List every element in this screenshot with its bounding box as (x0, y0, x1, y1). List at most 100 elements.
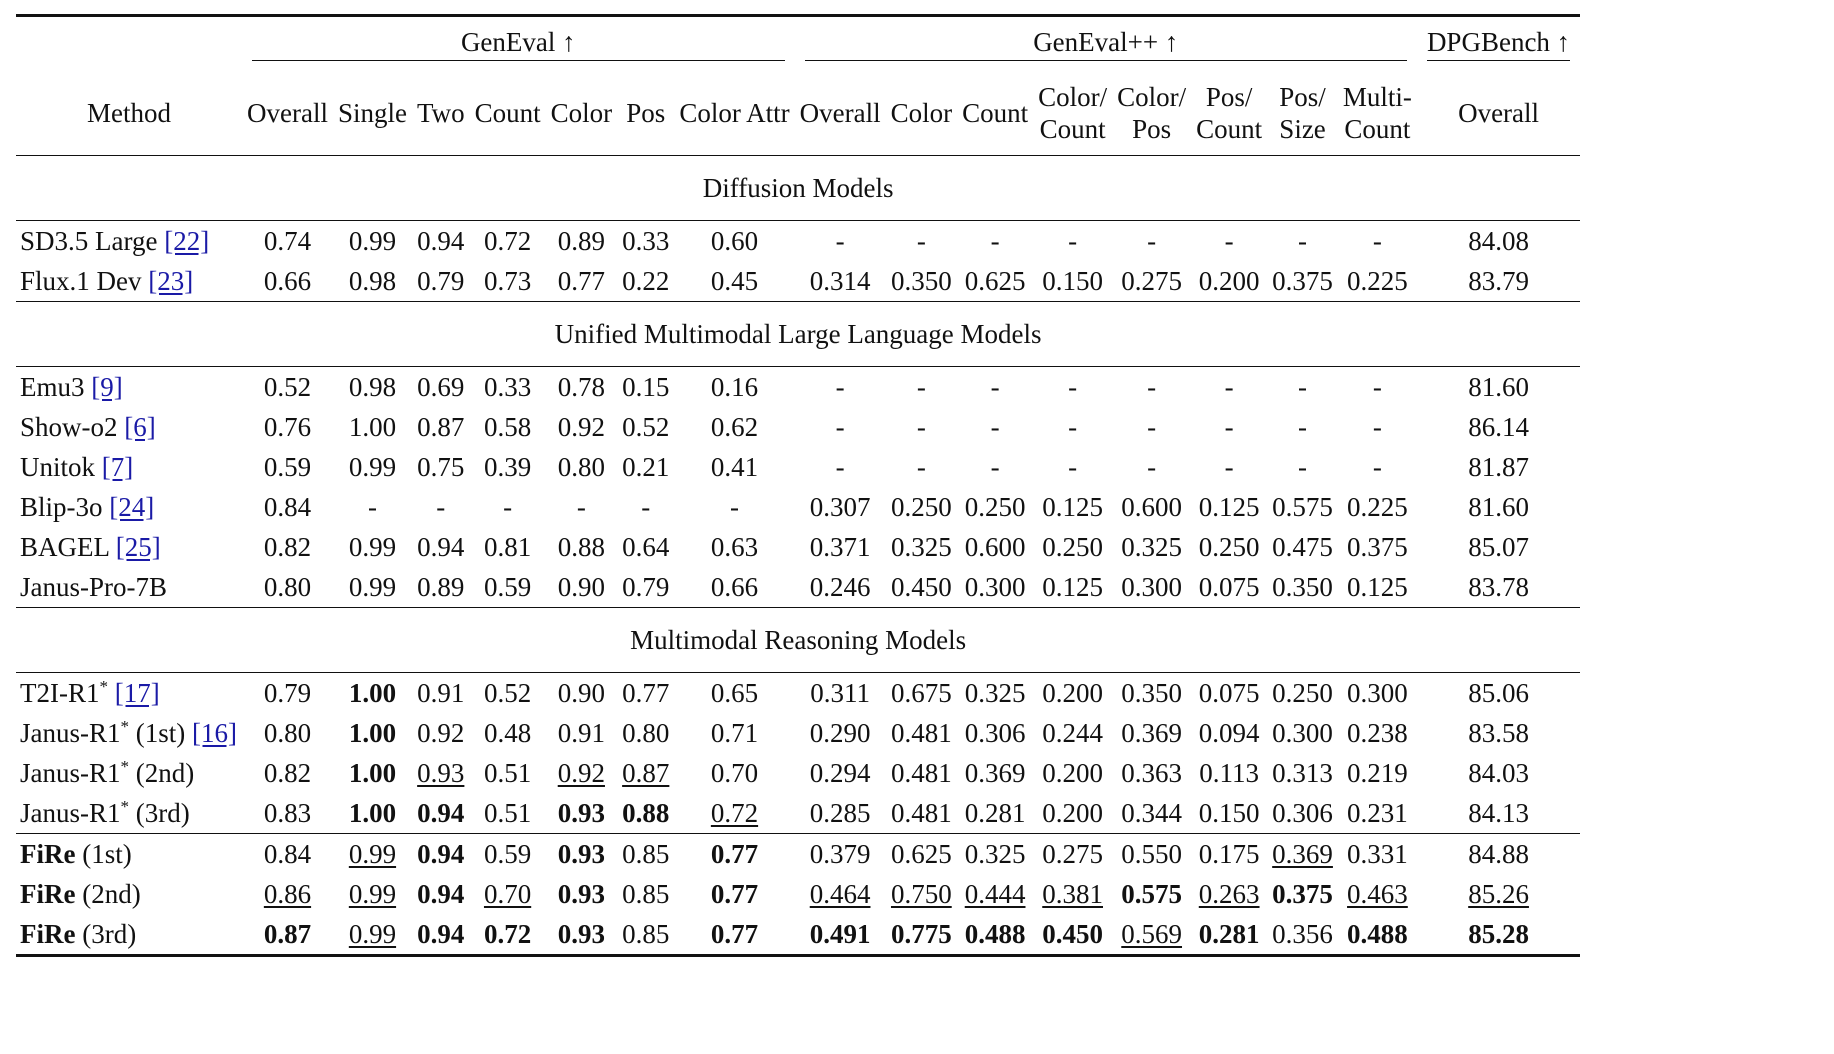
method-variant: (3rd) (135, 797, 190, 828)
value-text: 0.238 (1347, 717, 1408, 748)
method-name: Janus-R1 (20, 717, 121, 748)
value-text: - (916, 225, 926, 256)
value-cell: 0.93 (545, 833, 618, 874)
value-cell: 0.85 (617, 874, 674, 914)
value-text: 0.075 (1198, 571, 1260, 602)
citation-link[interactable]: [23] (148, 265, 194, 296)
value-text: - (1372, 371, 1382, 402)
value-cell: 0.125 (1033, 487, 1112, 527)
value-cell: 0.99 (333, 221, 412, 262)
value-cell: 0.314 (795, 261, 886, 302)
citation-link[interactable]: [25] (115, 531, 161, 562)
section-title: Multimodal Reasoning Models (16, 607, 1581, 673)
method-variant: (2nd) (135, 757, 195, 788)
value-text: 0.33 (483, 371, 532, 402)
value-cell: 0.600 (957, 527, 1033, 567)
value-cell: 0.250 (1033, 527, 1112, 567)
value-text: 0.16 (710, 371, 759, 402)
method-cell: FiRe (2nd) (16, 874, 242, 914)
value-cell: 0.275 (1112, 261, 1191, 302)
method-superscript: * (120, 716, 130, 736)
value-cell: 0.72 (674, 793, 794, 834)
value-text: - (990, 451, 1000, 482)
value-text: 0.350 (1272, 571, 1333, 602)
value-text: 0.99 (348, 878, 397, 909)
table-row: FiRe (3rd) 0.87 0.99 0.94 0.72 0.93 0.85 0.77 0.… (16, 914, 1581, 956)
value-cell: 0.381 (1033, 874, 1112, 914)
value-text: - (641, 491, 651, 522)
value-text: 0.331 (1347, 838, 1408, 869)
value-cell: 0.39 (470, 447, 546, 487)
value-cell: 83.79 (1417, 261, 1580, 302)
value-text: 0.300 (1347, 677, 1408, 708)
value-cell: 0.244 (1033, 713, 1112, 753)
value-text: 0.285 (809, 797, 871, 828)
value-text: 0.575 (1121, 878, 1183, 909)
value-text: 1.00 (348, 757, 397, 788)
column-header-text: Count (1039, 114, 1106, 144)
value-cell: 0.65 (674, 673, 794, 714)
header-column-row: Method Overall Single Two Count Color Pos Colo… (16, 71, 1580, 156)
value-text: - (835, 411, 845, 442)
value-cell: 0.125 (1033, 567, 1112, 608)
column-header-text: Color/ (1117, 81, 1187, 112)
citation-link[interactable]: [7] (101, 451, 134, 482)
value-text: 84.08 (1468, 225, 1529, 256)
column-header-text: Size (1279, 114, 1326, 144)
value-text: 0.87 (263, 918, 312, 949)
method-cell: Janus-R1* (1st) [16] (16, 713, 242, 753)
value-text: 0.94 (417, 531, 465, 562)
value-cell: 0.99 (333, 527, 412, 567)
value-cell: 0.89 (412, 567, 470, 608)
value-text: 85.07 (1468, 531, 1529, 562)
value-text: 0.98 (348, 265, 397, 296)
citation-link[interactable]: [6] (124, 411, 156, 442)
value-cell: 0.246 (795, 567, 886, 608)
value-text: 0.550 (1121, 838, 1183, 869)
column-header-text: Pos (1132, 114, 1172, 144)
column-header-text: Count (1196, 114, 1263, 144)
value-text: 83.58 (1468, 717, 1529, 748)
value-text: 0.379 (809, 838, 871, 869)
citation-link[interactable]: [22] (164, 225, 210, 256)
value-text: 0.275 (1121, 265, 1183, 296)
citation-link[interactable]: [17] (114, 677, 160, 708)
value-text: 0.625 (964, 265, 1026, 296)
column-header: Pos/Size (1267, 71, 1338, 156)
value-cell: 0.350 (1112, 673, 1191, 714)
column-header: Single (333, 71, 412, 156)
value-text: 0.92 (557, 757, 605, 788)
value-text: 0.200 (1198, 265, 1260, 296)
citation-link[interactable]: [9] (91, 371, 123, 402)
value-text: 0.59 (483, 571, 532, 602)
value-cell: 1.00 (333, 753, 412, 793)
citation-link[interactable]: [16] (192, 717, 237, 748)
value-cell: 0.77 (617, 673, 674, 714)
value-cell: - (957, 447, 1033, 487)
value-text: 0.94 (417, 878, 465, 909)
value-cell: 0.90 (546, 673, 618, 714)
value-cell: 0.306 (1267, 793, 1338, 834)
citation-link[interactable]: [24] (109, 491, 155, 522)
value-text: 0.350 (1121, 677, 1183, 708)
value-text: - (1298, 371, 1308, 402)
value-cell: 0.113 (1191, 753, 1267, 793)
value-text: 0.60 (710, 225, 759, 256)
value-cell: 0.369 (957, 753, 1033, 793)
value-cell: 0.77 (674, 914, 794, 956)
value-cell: 0.52 (242, 367, 333, 408)
value-text: 0.66 (710, 571, 759, 602)
value-cell: 0.71 (674, 713, 794, 753)
value-text: 0.92 (417, 717, 465, 748)
value-cell: 0.150 (1033, 261, 1112, 302)
value-text: - (1298, 451, 1308, 482)
value-cell: 0.219 (1338, 753, 1417, 793)
table-row: Flux.1 Dev [23] 0.66 0.98 0.79 0.73 0.77 0.22 0… (16, 261, 1580, 302)
header-group-row: GenEval ↑ GenEval++ ↑ DPGBench ↑ (16, 15, 1581, 72)
results-table: GenEval ↑ GenEval++ ↑ DPGBench ↑ Method … (16, 14, 1581, 957)
value-cell: 0.464 (795, 874, 886, 914)
value-cell: 0.775 (886, 914, 958, 956)
value-cell: 83.58 (1417, 713, 1580, 753)
value-text: - (1147, 411, 1157, 442)
value-text: 0.22 (622, 265, 670, 296)
